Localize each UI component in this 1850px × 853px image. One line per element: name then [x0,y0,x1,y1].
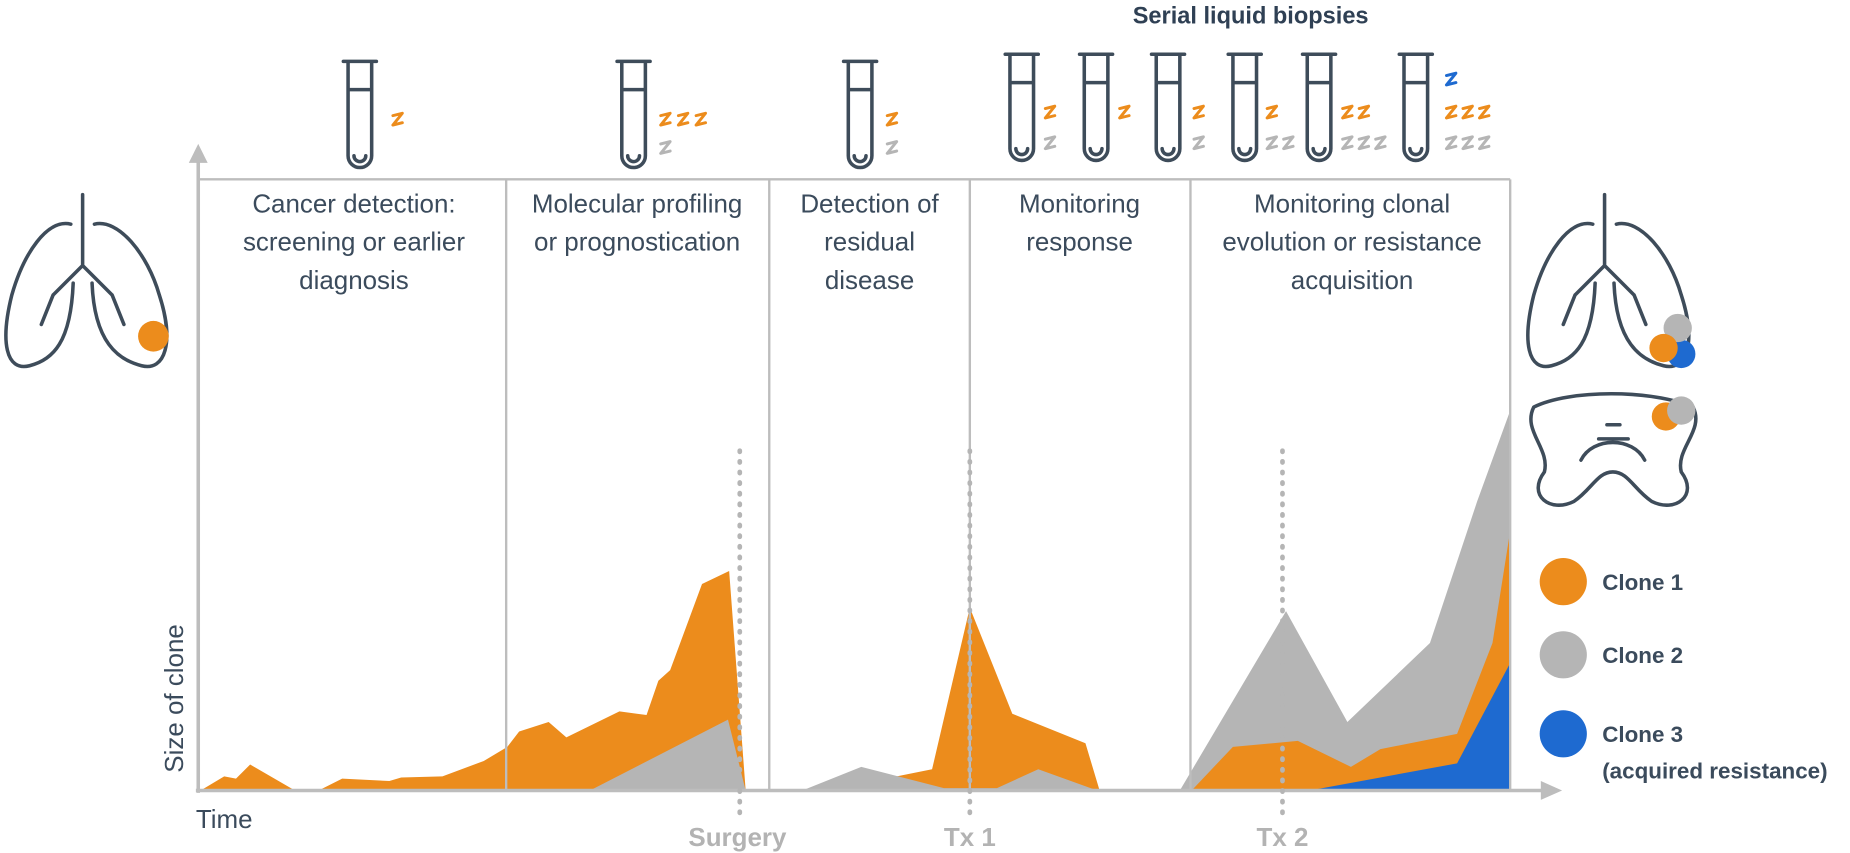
lung-icon [1526,192,1696,369]
legend-swatch [1539,631,1587,679]
phase-label: screening or earlier [243,229,465,257]
event-lines [737,448,1285,823]
legend-swatch [1539,710,1587,758]
phase-label: Molecular profiling [532,190,742,218]
legend-label: Clone 3 [1602,722,1683,747]
phase-label: diagnosis [299,267,409,295]
phase-label: Cancer detection: [252,190,455,218]
legend-label: Clone 2 [1602,643,1683,668]
event-label: Surgery [688,824,787,852]
clone-areas [200,410,1511,791]
legend: Clone 1 Clone 2 Clone 3 (acquired resistanc… [1539,558,1828,784]
frame [198,178,1512,791]
phase-label: residual [824,229,915,257]
event-label: Tx 2 [1257,824,1309,852]
tubes [341,52,1491,170]
vertebra-icon [1529,392,1698,507]
phase-label: evolution or resistance [1222,229,1482,257]
y-axis-label: Size of clone [161,624,189,773]
phase-label: or prognostication [534,229,740,257]
phase-label: Monitoring [1019,190,1140,218]
event-label: Tx 1 [944,824,996,852]
legend-label: Clone 1 [1602,570,1683,595]
phase-label: acquisition [1291,267,1414,295]
phase-label: response [1026,229,1133,257]
lung-icon [4,192,169,369]
x-axis-label: Time [196,806,253,834]
axes [188,143,1563,800]
title: Serial liquid biopsies [1133,3,1369,29]
phase-label: Detection of [800,190,939,218]
phase-label: Monitoring clonal [1254,190,1450,218]
legend-swatch [1539,558,1587,606]
phase-labels: Cancer detection: screening or earlier dia… [243,190,1482,295]
legend-note: (acquired resistance) [1602,759,1827,784]
phase-label: disease [825,267,914,295]
